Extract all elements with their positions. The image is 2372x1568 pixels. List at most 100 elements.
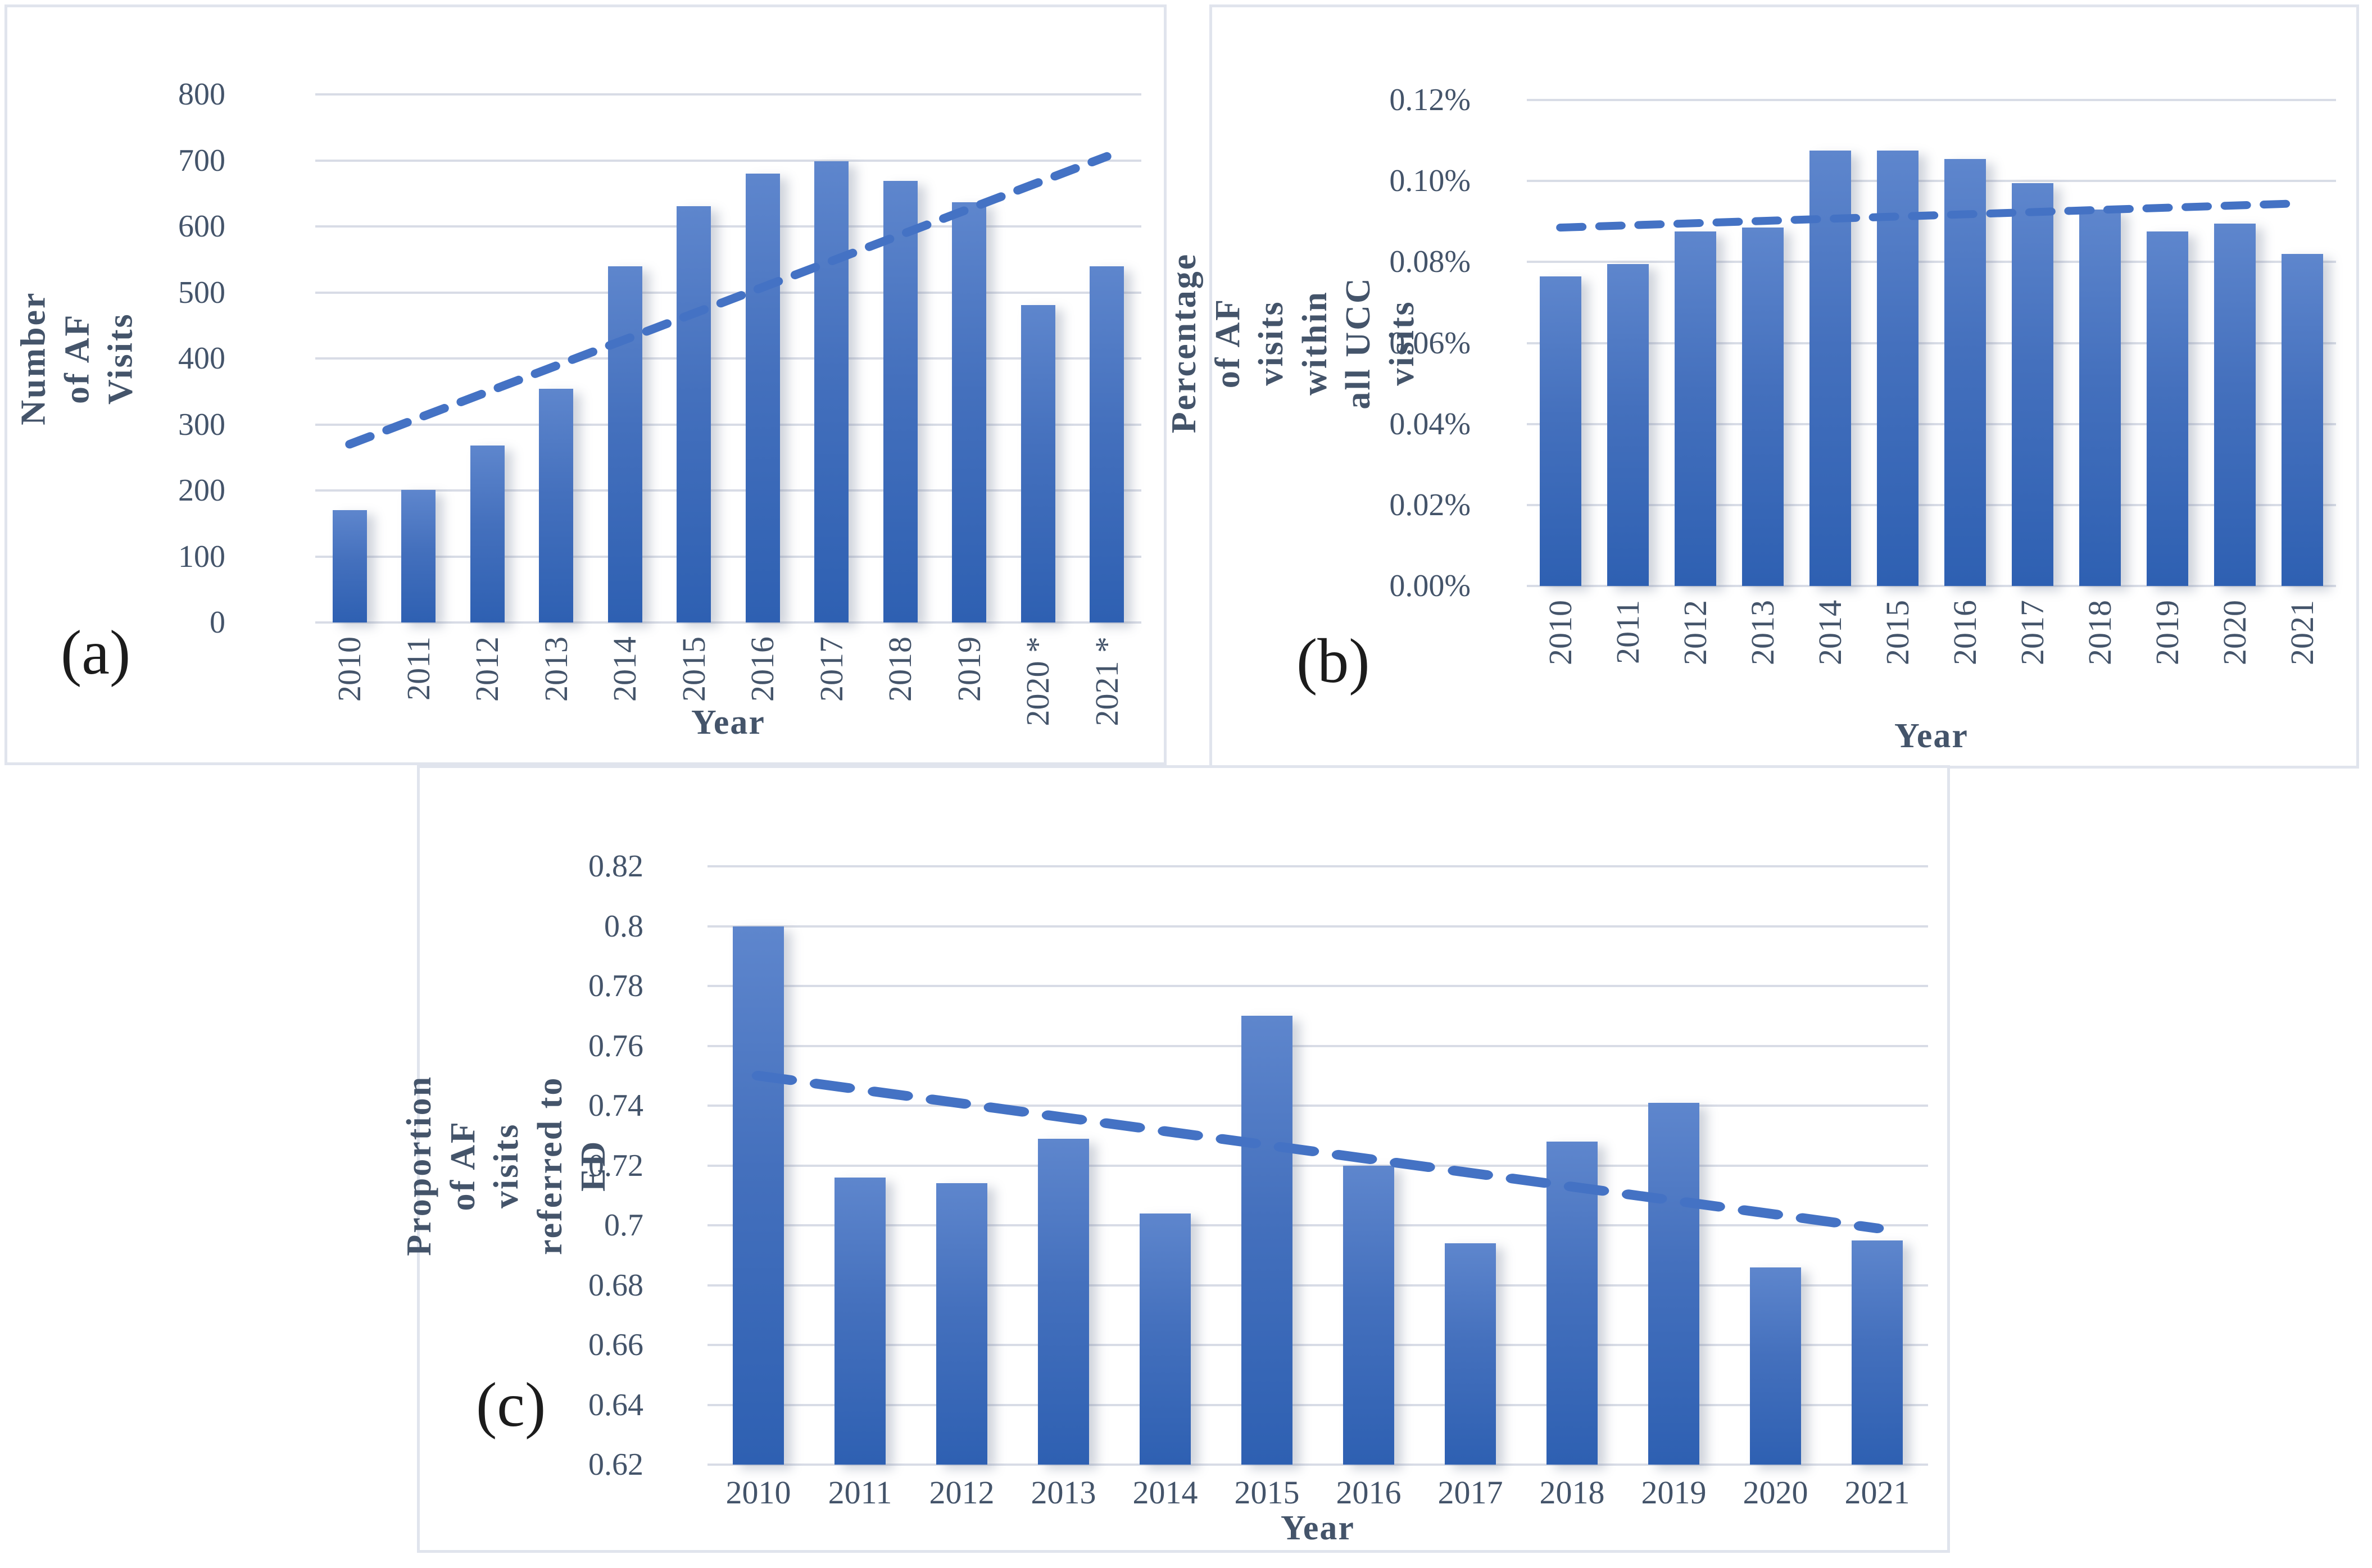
bar-slot xyxy=(1527,100,1594,586)
bar-slot xyxy=(1013,866,1114,1465)
x-tick: 2010 xyxy=(1527,600,1594,729)
bar-slot xyxy=(1826,866,1928,1465)
bar-slot xyxy=(2269,100,2336,586)
y-axis-tick-labels: 0.62 0.64 0.66 0.68 0.7 0.72 0.74 0.76 0.78 0.8 0.… xyxy=(420,851,677,1480)
bar-2020 xyxy=(2214,223,2256,586)
y-tick-label: 0.62 xyxy=(588,1447,643,1482)
y-tick-label: 100 xyxy=(178,539,225,574)
y-tick-label: 0.04% xyxy=(1389,406,1471,442)
x-axis-title: Year xyxy=(1894,717,1969,755)
y-tick-label: 700 xyxy=(178,143,225,178)
bar-2014 xyxy=(1140,1213,1191,1465)
x-axis-title: Year xyxy=(691,703,765,742)
x-tick-label: 2018 xyxy=(1539,1474,1605,1511)
bar-slot xyxy=(1004,94,1073,622)
gridline xyxy=(707,1284,1928,1287)
bars xyxy=(315,94,1141,622)
x-tick-label: 2011 xyxy=(1609,600,1646,664)
trendline xyxy=(345,152,1112,449)
gridline xyxy=(1527,503,2336,506)
bar-slot xyxy=(728,94,797,622)
x-tick-label: 2015 xyxy=(675,637,712,702)
gridline xyxy=(315,489,1141,492)
y-axis-tick-labels: 0 100 200 300 400 500 600 700 800 xyxy=(7,79,259,638)
gridline xyxy=(707,865,1928,867)
x-tick-label: 2021 xyxy=(2284,600,2320,665)
bar-2015 xyxy=(1876,151,1919,586)
bar-2021 xyxy=(1090,266,1124,622)
bar-2021 xyxy=(1852,1240,1903,1465)
x-tick-label: 2017 xyxy=(813,637,850,702)
y-tick-label: 0.12% xyxy=(1389,83,1471,117)
gridline xyxy=(1527,422,2336,425)
bar-slot xyxy=(1419,866,1521,1465)
bar-slot xyxy=(1729,100,1797,586)
gridline xyxy=(707,925,1928,928)
gridline xyxy=(707,1164,1928,1167)
bar-2018 xyxy=(883,180,918,622)
bar-slot xyxy=(1073,94,1142,622)
panel-letter-a: (a) xyxy=(61,618,131,688)
gridline xyxy=(1527,180,2336,183)
bar-2013 xyxy=(1741,228,1784,586)
gridline xyxy=(315,357,1141,360)
bar-slot xyxy=(591,94,660,622)
x-tick-label: 2021 xyxy=(1844,1474,1910,1511)
panel-a: Number of AF Visits 0 100 200 300 400 500 600 7… xyxy=(4,4,1167,765)
gridline xyxy=(707,1464,1928,1466)
bar-2019 xyxy=(1648,1102,1699,1465)
y-tick-label: 0.64 xyxy=(588,1387,643,1422)
x-tick-label: 2019 xyxy=(950,637,987,702)
x-tick-label: 2014 xyxy=(606,637,643,702)
y-tick-label: 0.00% xyxy=(1389,569,1471,603)
x-tick-label: 2012 xyxy=(469,637,506,702)
bar-2010 xyxy=(1539,276,1582,586)
bar-slot xyxy=(1931,100,1999,586)
y-tick-label: 300 xyxy=(178,407,225,442)
x-tick: 2019 xyxy=(1623,1474,1725,1514)
y-tick-label: 0.66 xyxy=(588,1328,643,1362)
x-tick: 2013 xyxy=(1013,1474,1114,1514)
bar-2017 xyxy=(814,161,849,622)
bar-2019 xyxy=(2146,231,2189,586)
x-tick: 2015 xyxy=(1216,1474,1318,1514)
bar-2018 xyxy=(1546,1141,1598,1465)
y-tick-label: 0.76 xyxy=(588,1028,643,1063)
bar-2010 xyxy=(733,926,784,1465)
bar-2011 xyxy=(401,489,436,622)
x-tick-label: 2011 xyxy=(828,1474,892,1511)
bar-slot xyxy=(384,94,453,622)
x-axis-title: Year xyxy=(1281,1509,1355,1547)
y-tick-label: 800 xyxy=(178,77,225,112)
gridline xyxy=(315,291,1141,294)
gridline xyxy=(315,423,1141,426)
x-tick: 2019 xyxy=(2134,600,2201,729)
gridline xyxy=(707,1044,1928,1047)
bar-slot xyxy=(453,94,522,622)
bar-2014 xyxy=(607,266,642,622)
bar-2020 xyxy=(1750,1267,1801,1465)
x-tick-label: 2013 xyxy=(537,637,574,702)
x-tick-label: 2015 xyxy=(1879,600,1916,665)
bar-2012 xyxy=(1674,231,1717,586)
bar-slot xyxy=(1594,100,1662,586)
gridline xyxy=(1527,585,2336,587)
y-tick-label: 0.08% xyxy=(1389,244,1471,280)
gridline xyxy=(315,225,1141,228)
x-axis-tick-labels: 2010 2011 2012 2013 2014 2015 2016 2017 2018 2019… xyxy=(1527,600,2336,729)
gridline xyxy=(315,621,1141,624)
x-tick: 2015 xyxy=(1864,600,1931,729)
gridline xyxy=(315,93,1141,96)
bar-2021 xyxy=(2281,253,2324,586)
bar-2015 xyxy=(677,206,711,622)
bar-slot xyxy=(2066,100,2134,586)
bar-2011 xyxy=(834,1177,886,1465)
plot-area xyxy=(707,865,1928,1466)
x-tick-label: 2018 xyxy=(882,637,919,702)
bar-slot xyxy=(2134,100,2201,586)
panel-letter-b: (b) xyxy=(1296,626,1370,696)
x-tick-label: 2013 xyxy=(1744,600,1781,665)
x-tick: 2020 xyxy=(1725,1474,1826,1514)
y-tick-label: 0.74 xyxy=(588,1088,643,1123)
bar-slot xyxy=(707,866,809,1465)
